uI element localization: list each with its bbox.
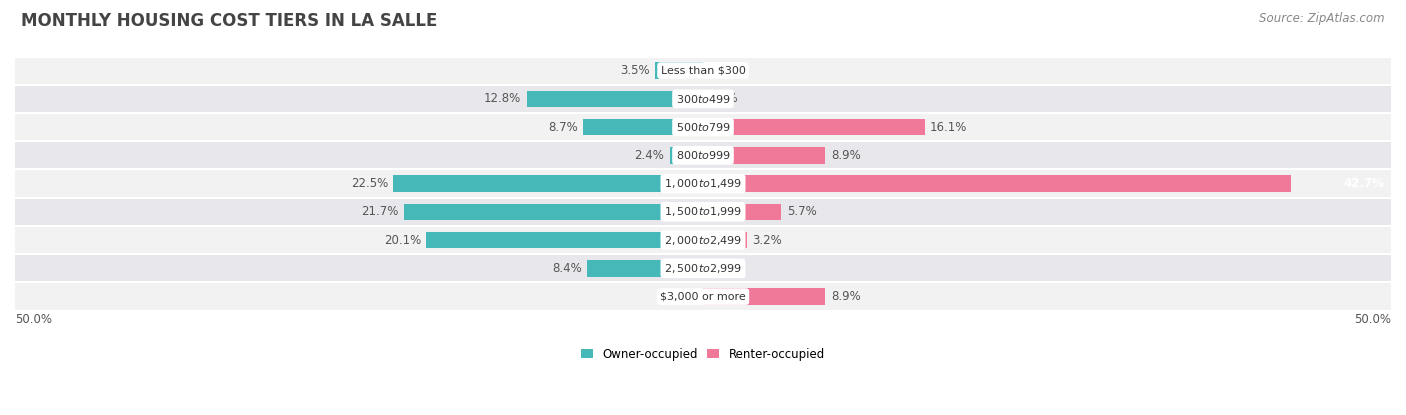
Bar: [703, 119, 925, 135]
Text: $1,000 to $1,499: $1,000 to $1,499: [664, 177, 742, 190]
Text: $500 to $799: $500 to $799: [675, 121, 731, 133]
Text: 0.0%: 0.0%: [668, 290, 697, 303]
Text: $3,000 or more: $3,000 or more: [661, 292, 745, 302]
Bar: [703, 232, 747, 248]
Text: 0.0%: 0.0%: [709, 93, 738, 105]
Text: 50.0%: 50.0%: [1354, 313, 1391, 326]
Bar: [703, 204, 782, 220]
Bar: [583, 119, 703, 135]
Bar: [15, 56, 1391, 85]
Text: 8.9%: 8.9%: [831, 149, 860, 162]
Text: 50.0%: 50.0%: [15, 313, 52, 326]
Bar: [15, 141, 1391, 169]
Text: 22.5%: 22.5%: [350, 177, 388, 190]
Text: 8.4%: 8.4%: [553, 262, 582, 275]
Bar: [394, 176, 703, 192]
Text: Less than $300: Less than $300: [661, 66, 745, 76]
Text: 8.9%: 8.9%: [831, 290, 860, 303]
Text: $1,500 to $1,999: $1,500 to $1,999: [664, 205, 742, 218]
Bar: [15, 283, 1391, 311]
Bar: [15, 85, 1391, 113]
Text: 8.7%: 8.7%: [548, 121, 578, 134]
Text: 3.2%: 3.2%: [752, 234, 782, 247]
Bar: [527, 90, 703, 107]
Bar: [405, 204, 703, 220]
Text: Source: ZipAtlas.com: Source: ZipAtlas.com: [1260, 12, 1385, 25]
Bar: [655, 62, 703, 79]
Text: $2,000 to $2,499: $2,000 to $2,499: [664, 234, 742, 247]
Text: 0.0%: 0.0%: [709, 64, 738, 77]
Text: 20.1%: 20.1%: [384, 234, 420, 247]
Bar: [671, 147, 703, 164]
Bar: [15, 254, 1391, 283]
Bar: [15, 226, 1391, 254]
Bar: [703, 288, 825, 305]
Text: $300 to $499: $300 to $499: [675, 93, 731, 105]
Text: 3.5%: 3.5%: [620, 64, 650, 77]
Text: 5.7%: 5.7%: [787, 205, 817, 218]
Text: $2,500 to $2,999: $2,500 to $2,999: [664, 262, 742, 275]
Text: MONTHLY HOUSING COST TIERS IN LA SALLE: MONTHLY HOUSING COST TIERS IN LA SALLE: [21, 12, 437, 30]
Text: 21.7%: 21.7%: [361, 205, 399, 218]
Text: $800 to $999: $800 to $999: [675, 149, 731, 161]
Bar: [15, 113, 1391, 141]
Bar: [703, 176, 1291, 192]
Bar: [426, 232, 703, 248]
Text: 2.4%: 2.4%: [634, 149, 665, 162]
Bar: [588, 260, 703, 276]
Text: 42.7%: 42.7%: [1343, 177, 1384, 190]
Legend: Owner-occupied, Renter-occupied: Owner-occupied, Renter-occupied: [581, 348, 825, 361]
Bar: [15, 198, 1391, 226]
Text: 12.8%: 12.8%: [484, 93, 522, 105]
Bar: [15, 169, 1391, 198]
Text: 0.0%: 0.0%: [709, 262, 738, 275]
Text: 16.1%: 16.1%: [929, 121, 967, 134]
Bar: [703, 147, 825, 164]
